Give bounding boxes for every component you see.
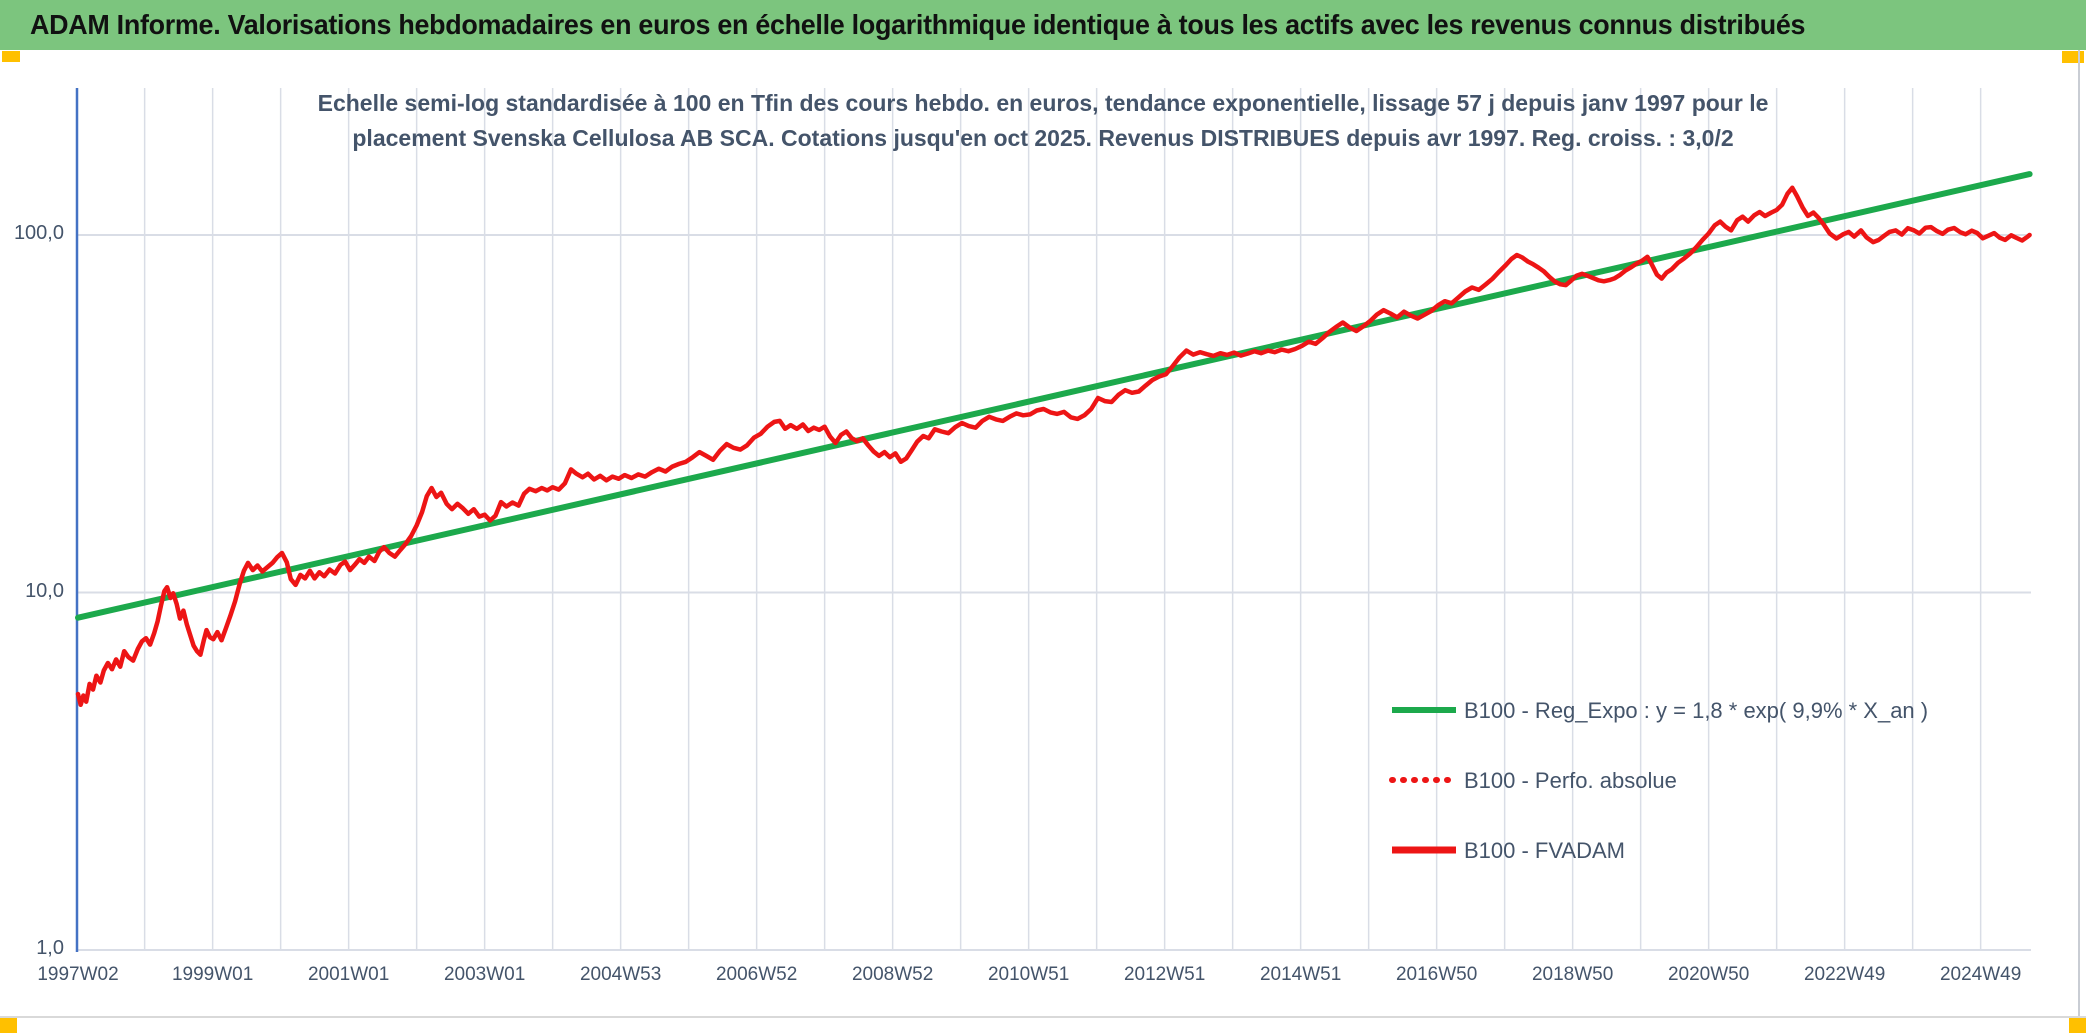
y-tick-label: 1,0: [36, 937, 64, 959]
x-tick-label: 1999W01: [171, 964, 254, 985]
content-bottom-border: [0, 1016, 2086, 1018]
x-tick-label: 2022W49: [1803, 964, 1886, 985]
y-tick-label: 100,0: [13, 222, 64, 244]
x-tick-label: 2024W49: [1939, 964, 2022, 985]
legend-label-fvadam[interactable]: B100 - FVADAM: [1464, 838, 1625, 863]
header-bar: ADAM Informe. Valorisations hebdomadaire…: [0, 0, 2086, 50]
x-tick-label: 2001W01: [307, 964, 390, 985]
legend-label-reg-expo[interactable]: B100 - Reg_Expo : y = 1,8 * exp( 9,9% * …: [1464, 698, 1929, 723]
series-fvadam: [75, 185, 2032, 708]
content-right-border: [2078, 50, 2080, 1016]
series-reg-expo: [75, 171, 2033, 621]
x-tick-label: 2008W52: [851, 964, 934, 985]
corner-accent-bottom-left: [0, 1018, 17, 1033]
x-tick-label: 2018W50: [1531, 964, 1614, 985]
corner-accent-top-left: [2, 51, 20, 62]
x-tick-label: 2006W52: [715, 964, 798, 985]
legend-label-perfo-absolue[interactable]: B100 - Perfo. absolue: [1464, 768, 1677, 793]
x-tick-label: 2012W51: [1123, 964, 1206, 985]
x-tick-label: 2014W51: [1259, 964, 1342, 985]
x-tick-label: 2010W51: [987, 964, 1070, 985]
page-title: ADAM Informe. Valorisations hebdomadaire…: [30, 9, 1806, 40]
y-tick-label: 10,0: [25, 579, 64, 602]
x-tick-label: 2016W50: [1395, 964, 1478, 985]
x-tick-label: 1997W02: [37, 964, 119, 985]
corner-accent-bottom-right: [2069, 1018, 2086, 1033]
x-tick-label: 2003W01: [443, 964, 526, 985]
x-tick-label: 2020W50: [1667, 964, 1750, 985]
x-tick-label: 2004W53: [579, 964, 662, 985]
